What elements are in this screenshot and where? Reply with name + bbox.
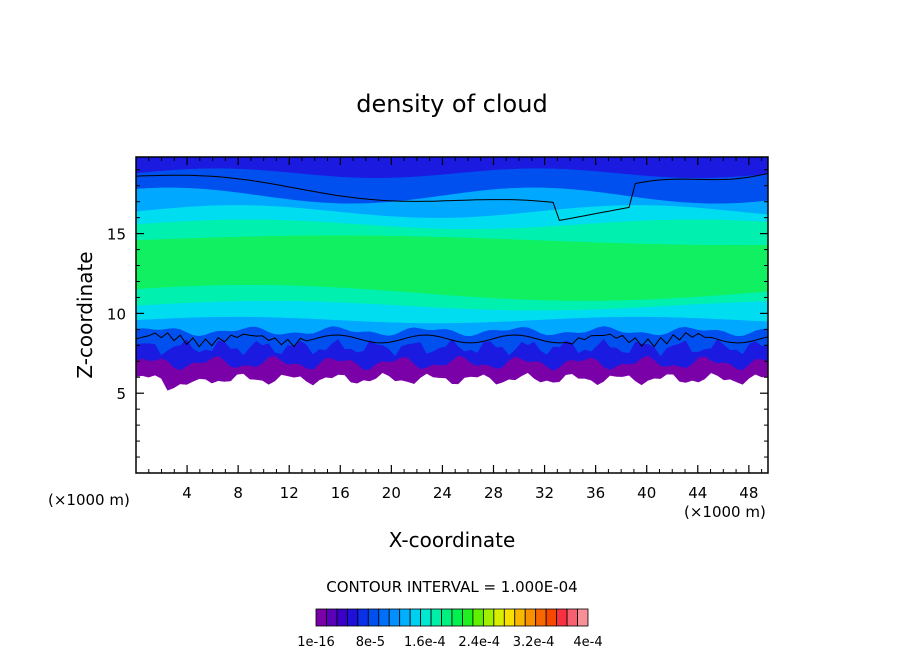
x-tick-label: 16 bbox=[331, 484, 350, 502]
contour-lines bbox=[136, 173, 768, 348]
colorbar-swatch bbox=[346, 608, 359, 627]
contour-line-lower bbox=[136, 332, 768, 348]
colorbar-label: 4e-4 bbox=[573, 635, 602, 650]
y-tick-label: 5 bbox=[116, 385, 126, 403]
x-tick-label: 48 bbox=[739, 484, 758, 502]
chart-title: density of cloud bbox=[356, 90, 547, 118]
colorbar-swatch bbox=[566, 608, 578, 627]
x-tick-label: 20 bbox=[382, 484, 401, 502]
colorbar-swatch bbox=[472, 608, 484, 627]
colorbar-swatch bbox=[399, 608, 411, 627]
colorbar-swatch bbox=[357, 608, 369, 627]
x-tick-label: 12 bbox=[280, 484, 299, 502]
colorbar-label: 3.2e-4 bbox=[513, 635, 555, 650]
colorbar-swatch bbox=[388, 608, 401, 627]
colorbar-swatch bbox=[462, 608, 474, 627]
colorbar-swatch bbox=[577, 608, 589, 627]
x-unit-label-left: (×1000 m) bbox=[48, 491, 130, 509]
x-tick-label: 8 bbox=[233, 484, 243, 502]
x-tick-label: 36 bbox=[586, 484, 605, 502]
colorbar-swatch bbox=[451, 608, 463, 627]
colorbar-label: 8e-5 bbox=[356, 635, 385, 650]
plot-area bbox=[136, 157, 768, 473]
colorbar-swatch bbox=[493, 608, 505, 627]
colorbar-swatch bbox=[556, 608, 568, 627]
colorbar-swatch bbox=[524, 608, 537, 627]
y-axis-title: Z-coordinate bbox=[73, 251, 97, 378]
colorbar-swatch bbox=[482, 608, 495, 627]
contour-line-upper bbox=[136, 173, 768, 221]
colorbar-label: 2.4e-4 bbox=[458, 635, 500, 650]
colorbar-swatch bbox=[420, 608, 432, 627]
colorbar-swatch bbox=[503, 608, 516, 627]
x-tick-label: 40 bbox=[637, 484, 656, 502]
x-axis-title: X-coordinate bbox=[389, 528, 516, 552]
x-tick-label: 32 bbox=[535, 484, 554, 502]
y-axis-ticks: 5 10 15 bbox=[107, 169, 768, 458]
colorbar-swatch bbox=[545, 608, 558, 627]
colorbar-swatch bbox=[315, 608, 327, 627]
x-tick-label: 4 bbox=[182, 484, 192, 502]
x-tick-label: 44 bbox=[688, 484, 707, 502]
y-tick-label: 10 bbox=[107, 305, 126, 323]
colorbar-label: 1e-16 bbox=[297, 635, 335, 650]
y-tick-label: 15 bbox=[107, 226, 126, 244]
colorbar-labels: 1e-16 8e-5 1.6e-4 2.4e-4 3.2e-4 4e-4 bbox=[297, 635, 602, 650]
contour-interval-label: CONTOUR INTERVAL = 1.000E-04 bbox=[326, 578, 577, 596]
density-band bbox=[136, 157, 768, 178]
x-tick-label: 24 bbox=[433, 484, 452, 502]
colorbar-swatch bbox=[367, 608, 380, 627]
colorbar-swatch bbox=[535, 608, 547, 627]
colorbar-swatch bbox=[430, 608, 442, 627]
x-axis-ticks: 4 8 12 16 20 24 28 32 36 40 44 48 bbox=[148, 157, 763, 502]
colorbar-swatch bbox=[378, 608, 390, 627]
colorbar-swatch bbox=[514, 608, 526, 627]
plot-frame bbox=[135, 156, 769, 474]
colorbar-label: 1.6e-4 bbox=[404, 635, 446, 650]
cloud-density-bands bbox=[136, 157, 768, 391]
colorbar bbox=[315, 608, 589, 627]
colorbar-swatch bbox=[441, 608, 453, 627]
x-tick-label: 28 bbox=[484, 484, 503, 502]
colorbar-swatch bbox=[336, 608, 348, 627]
colorbar-swatch bbox=[409, 608, 422, 627]
x-unit-label-right: (×1000 m) bbox=[684, 503, 766, 521]
colorbar-swatch bbox=[326, 608, 338, 627]
